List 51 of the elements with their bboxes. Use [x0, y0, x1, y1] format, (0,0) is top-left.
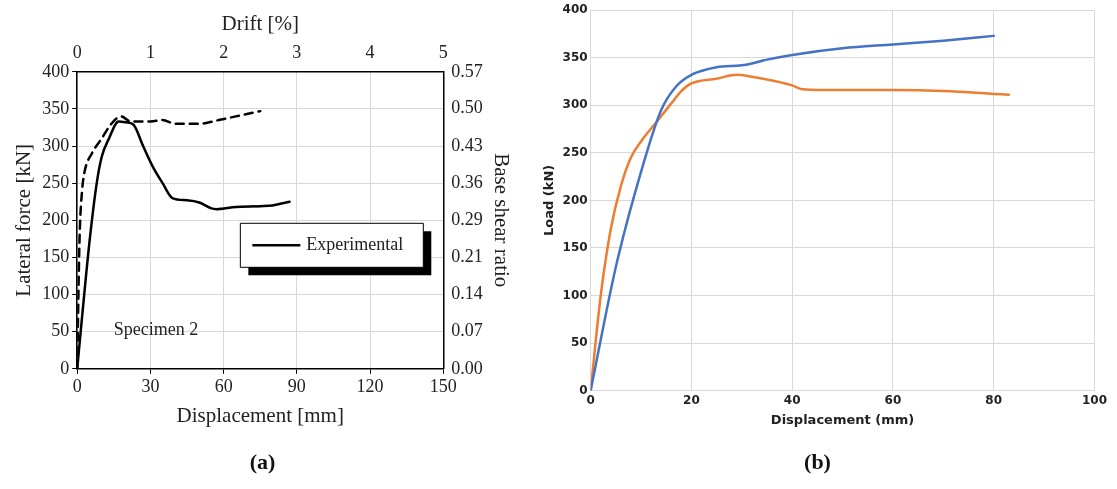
- y-tick-label: 0: [60, 357, 70, 378]
- y-tick-label: 100: [562, 287, 588, 302]
- x-tick-label: 150: [429, 376, 457, 397]
- x2-tick-label: 5: [438, 41, 448, 62]
- y-tick-label: 150: [562, 240, 588, 255]
- x2-tick-label: 1: [145, 41, 155, 62]
- y-tick-label: 350: [562, 49, 588, 64]
- legend-label: Experimental: [306, 234, 404, 255]
- y-tick-label: 350: [42, 97, 70, 118]
- x-tick-label: 60: [884, 392, 902, 407]
- y2-tick-label: 0.36: [451, 171, 483, 192]
- y-tick-label: 150: [42, 246, 70, 267]
- y2-tick-label: 0.07: [451, 320, 483, 341]
- x-tick-label: 80: [985, 392, 1003, 407]
- y-tick-label: 300: [42, 134, 70, 155]
- x2-tick-label: 2: [219, 41, 229, 62]
- y-tick-label: 400: [562, 2, 588, 17]
- x-axis-title: Displacement [mm]: [176, 402, 344, 427]
- annotation: Specimen 2: [113, 318, 199, 339]
- y2-tick-label: 0.00: [451, 357, 483, 378]
- y-axis-title: Lateral force [kN]: [11, 143, 36, 297]
- y-tick-label: 50: [570, 335, 588, 350]
- y-tick-label: 250: [42, 171, 70, 192]
- x-tick-label: 20: [683, 392, 700, 407]
- y-tick-label: 250: [562, 144, 588, 159]
- y2-tick-label: 0.43: [451, 134, 483, 155]
- y-axis-title: Load (kN): [541, 164, 557, 237]
- x-tick-label: 30: [141, 376, 160, 397]
- x-axis-title: Displacement (mm): [770, 412, 915, 428]
- y-tick-label: 200: [42, 209, 70, 230]
- y-tick-label: 400: [42, 60, 70, 81]
- x2-tick-label: 3: [292, 41, 302, 62]
- y2-axis-title: Base shear ratio: [489, 153, 514, 288]
- y2-tick-label: 0.50: [451, 97, 483, 118]
- y2-tick-label: 0.21: [451, 246, 483, 267]
- x2-axis-title: Drift [%]: [221, 11, 300, 36]
- y-tick-label: 100: [42, 283, 70, 304]
- y2-tick-label: 0.57: [451, 60, 483, 81]
- y2-tick-label: 0.29: [451, 208, 483, 229]
- x-tick-label: 60: [214, 376, 233, 397]
- text: (a): [249, 449, 276, 475]
- x-tick-label: 90: [287, 376, 306, 397]
- y-tick-label: 200: [562, 192, 588, 207]
- y-tick-label: 300: [562, 97, 588, 112]
- x-tick-label: 120: [356, 376, 384, 397]
- x2-tick-label: 4: [365, 41, 375, 62]
- y2-tick-label: 0.14: [451, 283, 483, 304]
- x-tick-label: 100: [1081, 392, 1108, 407]
- y-tick-label: 50: [51, 320, 70, 341]
- x-tick-label: 40: [783, 392, 801, 407]
- text: (b): [804, 449, 831, 475]
